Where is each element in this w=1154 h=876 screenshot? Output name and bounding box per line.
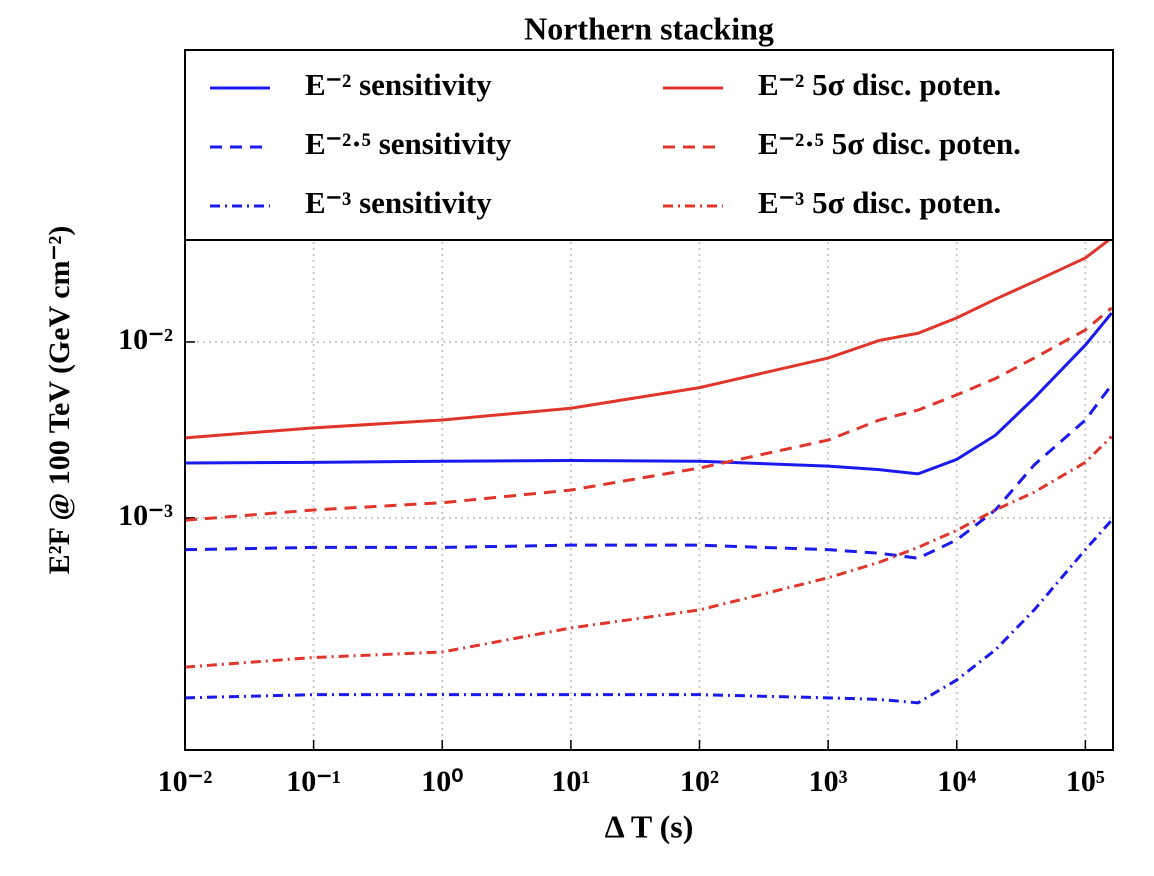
axes-frame (184, 49, 1114, 751)
legend-box (184, 49, 1114, 241)
x-tick-label: 10⁰ (421, 765, 463, 798)
data-line (185, 384, 1113, 560)
y-tick-label: 10⁻³ (118, 499, 173, 532)
legend-label: E⁻³ 5σ disc. poten. (758, 185, 1001, 220)
x-tick-label: 10⁻² (158, 765, 213, 798)
x-tick-label: 10⁵ (1066, 765, 1105, 798)
data-line (185, 306, 1113, 522)
legend-label: E⁻²·⁵ 5σ disc. poten. (758, 126, 1021, 161)
x-tick-label: 10¹ (551, 765, 590, 798)
data-line (185, 312, 1113, 476)
x-tick-label: 10³ (809, 765, 848, 798)
x-tick-label: 10⁻¹ (286, 765, 341, 798)
x-tick-label: 10² (680, 765, 719, 798)
data-line (185, 435, 1113, 669)
data-line (185, 236, 1113, 440)
data-line (185, 519, 1113, 705)
y-axis-label: E²F @ 100 TeV (GeV cm⁻²) (43, 226, 76, 575)
x-tick-label: 10⁴ (937, 765, 976, 798)
x-axis-label: Δ T (s) (605, 808, 694, 844)
plot-lines (185, 236, 1113, 705)
legend-label: E⁻² 5σ disc. poten. (758, 67, 1001, 102)
legend-label: E⁻²·⁵ sensitivity (305, 126, 512, 161)
chart-title: Northern stacking (524, 10, 774, 46)
y-tick-label: 10⁻² (118, 323, 173, 356)
legend-label: E⁻² sensitivity (305, 67, 492, 102)
legend-label: E⁻³ sensitivity (305, 185, 492, 220)
